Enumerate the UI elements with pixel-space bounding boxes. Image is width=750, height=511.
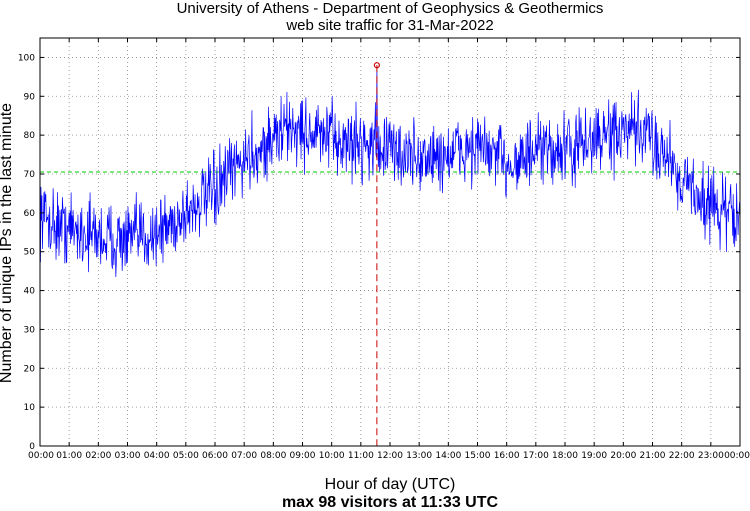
y-tick-label: 20 <box>24 364 36 374</box>
x-tick-label: 06:00 <box>202 451 228 461</box>
x-tick-label: 00:00 <box>28 451 54 461</box>
y-tick-label: 40 <box>24 287 36 297</box>
max-marker-group <box>373 62 380 446</box>
chart-title: University of Athens - Department of Geo… <box>176 0 604 17</box>
x-tick-label: 21:00 <box>640 451 666 461</box>
y-tick-label: 80 <box>24 131 36 141</box>
y-ticks: 0 10 20 30 40 50 60 70 80 90 100 <box>18 53 740 452</box>
y-tick-label: 30 <box>24 325 36 335</box>
x-tick-label: 22:00 <box>669 451 695 461</box>
y-tick-label: 0 <box>29 442 35 452</box>
series-group <box>39 65 741 278</box>
x-tick-label: 23:00 <box>698 451 724 461</box>
x-tick-label: 17:00 <box>523 451 549 461</box>
x-tick-label: 08:00 <box>260 451 286 461</box>
x-tick-label: 02:00 <box>85 451 111 461</box>
x-tick-label: 19:00 <box>581 451 607 461</box>
x-tick-label: 03:00 <box>115 451 141 461</box>
y-tick-label: 70 <box>24 170 36 180</box>
x-tick-label: 20:00 <box>610 451 636 461</box>
traffic-series-line <box>39 65 741 278</box>
y-tick-label: 10 <box>24 403 36 413</box>
x-tick-label: 04:00 <box>144 451 170 461</box>
max-point <box>373 62 380 69</box>
x-tick-label: 18:00 <box>552 451 578 461</box>
max-visitors-note: max 98 visitors at 11:33 UTC <box>281 494 499 511</box>
x-tick-label: 05:00 <box>173 451 199 461</box>
x-tick-label: 07:00 <box>231 451 257 461</box>
y-tick-label: 100 <box>18 53 35 63</box>
y-tick-label: 90 <box>24 92 36 102</box>
x-tick-label: 15:00 <box>465 451 491 461</box>
x-tick-label: 14:00 <box>435 451 461 461</box>
x-ticks: 00:00 01:00 02:00 03:00 04:00 05:00 06:00 07:00… <box>28 38 750 461</box>
x-tick-label: 11:00 <box>348 451 374 461</box>
chart-subtitle: web site traffic for 31-Mar-2022 <box>286 17 494 34</box>
x-tick-label: 00:00 <box>724 451 750 461</box>
y-tick-label: 50 <box>24 248 36 258</box>
x-tick-label: 09:00 <box>290 451 316 461</box>
x-tick-label: 12:00 <box>377 451 403 461</box>
x-tick-label: 16:00 <box>494 451 520 461</box>
y-tick-label: 60 <box>24 209 36 219</box>
x-tick-label: 01:00 <box>56 451 82 461</box>
x-tick-label: 13:00 <box>406 451 432 461</box>
x-tick-label: 10:00 <box>319 451 345 461</box>
x-axis-label: Hour of day (UTC) <box>324 476 456 493</box>
